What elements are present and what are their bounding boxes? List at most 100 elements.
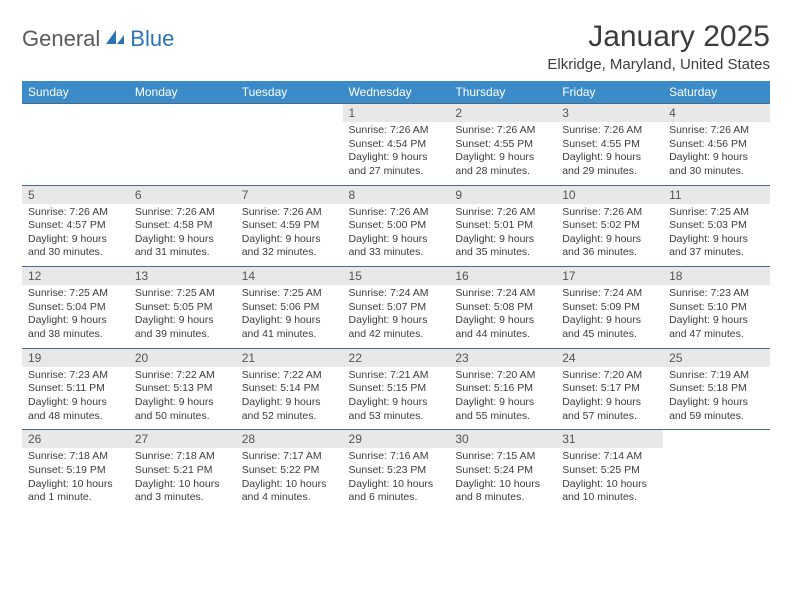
- day-number: 29: [343, 430, 450, 448]
- sunset-line: Sunset: 4:54 PM: [349, 138, 427, 150]
- day-number: 13: [129, 267, 236, 285]
- daylight-line: Daylight: 9 hours and 44 minutes.: [455, 314, 534, 340]
- calendar-day-cell: 31Sunrise: 7:14 AMSunset: 5:25 PMDayligh…: [556, 430, 663, 511]
- day-details: Sunrise: 7:26 AMSunset: 5:02 PMDaylight:…: [556, 204, 663, 267]
- day-number: 27: [129, 430, 236, 448]
- daylight-line: Daylight: 9 hours and 36 minutes.: [562, 233, 641, 259]
- day-number: 25: [663, 349, 770, 367]
- day-details: Sunrise: 7:15 AM Sunset: 5:24 PM Daylight:…: [449, 448, 556, 511]
- calendar-day-cell: 29Sunrise: 7:16 AMSunset: 5:23 PMDayligh…: [343, 430, 450, 511]
- daylight-line: Daylight: 9 hours and 55 minutes.: [455, 396, 534, 422]
- calendar-day-cell: 24Sunrise: 7:20 AMSunset: 5:17 PMDayligh…: [556, 348, 663, 430]
- day-number: 18: [663, 267, 770, 285]
- sunset-line: Sunset: 5:01 PM: [455, 219, 533, 231]
- daylight-line: Daylight: 9 hours and 37 minutes.: [669, 233, 748, 259]
- daylight-line: Daylight: 9 hours and 39 minutes.: [135, 314, 214, 340]
- day-number: 5: [22, 186, 129, 204]
- calendar-day-cell: 18Sunrise: 7:23 AMSunset: 5:10 PMDayligh…: [663, 267, 770, 349]
- sunrise-line: Sunrise: 7:26 AM: [455, 124, 535, 136]
- sunset-line: Sunset: 5:23 PM: [349, 464, 427, 476]
- calendar-day-cell: ..: [129, 104, 236, 186]
- calendar-page: General Blue January 2025 Elkridge, Mary…: [0, 0, 792, 521]
- sunset-line: Sunset: 5:05 PM: [135, 301, 213, 313]
- daylight-line: Daylight: 9 hours and 41 minutes.: [242, 314, 321, 340]
- day-details: Sunrise: 7:24 AMSunset: 5:07 PMDaylight:…: [343, 285, 450, 348]
- day-details: Sunrise: 7:26 AMSunset: 4:57 PMDaylight:…: [22, 204, 129, 267]
- day-number: 2: [449, 104, 556, 122]
- sunrise-line: Sunrise: 7:26 AM: [28, 206, 108, 218]
- sunrise-line: Sunrise: 7:20 AM: [455, 369, 535, 381]
- sunrise-line: Sunrise: 7:17 AM: [242, 450, 322, 462]
- day-details: Sunrise: 7:25 AMSunset: 5:04 PMDaylight:…: [22, 285, 129, 348]
- day-details: Sunrise: 7:21 AMSunset: 5:15 PMDaylight:…: [343, 367, 450, 430]
- calendar-day-cell: 17Sunrise: 7:24 AMSunset: 5:09 PMDayligh…: [556, 267, 663, 349]
- daylight-line: Daylight: 9 hours and 29 minutes.: [562, 151, 641, 177]
- daylight-line: Daylight: 10 hours and 8 minutes.: [455, 478, 540, 504]
- day-details: Sunrise: 7:22 AMSunset: 5:14 PMDaylight:…: [236, 367, 343, 430]
- calendar-day-cell: ..: [663, 430, 770, 511]
- calendar-day-cell: 5Sunrise: 7:26 AMSunset: 4:57 PMDaylight…: [22, 185, 129, 267]
- day-header: Friday: [556, 81, 663, 104]
- daylight-line: Daylight: 9 hours and 38 minutes.: [28, 314, 107, 340]
- daylight-line: Daylight: 9 hours and 53 minutes.: [349, 396, 428, 422]
- daylight-line: Daylight: 10 hours and 4 minutes.: [242, 478, 327, 504]
- sunset-line: Sunset: 5:17 PM: [562, 382, 640, 394]
- calendar-day-cell: 19Sunrise: 7:23 AMSunset: 5:11 PMDayligh…: [22, 348, 129, 430]
- calendar-day-cell: 11Sunrise: 7:25 AMSunset: 5:03 PMDayligh…: [663, 185, 770, 267]
- calendar-day-cell: ..: [22, 104, 129, 186]
- sunset-line: Sunset: 5:24 PM: [455, 464, 533, 476]
- calendar-day-cell: 28Sunrise: 7:17 AMSunset: 5:22 PMDayligh…: [236, 430, 343, 511]
- sunrise-line: Sunrise: 7:26 AM: [349, 206, 429, 218]
- sunset-line: Sunset: 5:18 PM: [669, 382, 747, 394]
- daylight-line: Daylight: 9 hours and 52 minutes.: [242, 396, 321, 422]
- day-details: Sunrise: 7:16 AMSunset: 5:23 PMDaylight:…: [343, 448, 450, 511]
- day-details: Sunrise: 7:26 AM Sunset: 4:55 PMDaylight:…: [556, 122, 663, 185]
- sunset-line: Sunset: 5:08 PM: [455, 301, 533, 313]
- day-number: 1: [343, 104, 450, 122]
- daylight-line: Daylight: 10 hours and 10 minutes.: [562, 478, 647, 504]
- daylight-line: Daylight: 9 hours and 30 minutes.: [28, 233, 107, 259]
- sunrise-line: Sunrise: 7:26 AM: [562, 124, 642, 136]
- page-header: General Blue January 2025 Elkridge, Mary…: [22, 20, 770, 73]
- day-details: Sunrise: 7:26 AMSunset: 4:54 PMDaylight:…: [343, 122, 450, 185]
- day-details: Sunrise: 7:17 AMSunset: 5:22 PMDaylight:…: [236, 448, 343, 511]
- sunrise-line: Sunrise: 7:24 AM: [455, 287, 535, 299]
- day-number: 17: [556, 267, 663, 285]
- daylight-line: Daylight: 9 hours and 50 minutes.: [135, 396, 214, 422]
- day-number: 22: [343, 349, 450, 367]
- sunset-line: Sunset: 5:25 PM: [562, 464, 640, 476]
- calendar-table: SundayMondayTuesdayWednesdayThursdayFrid…: [22, 81, 770, 511]
- calendar-week-row: ......1Sunrise: 7:26 AMSunset: 4:54 PMDa…: [22, 104, 770, 186]
- daylight-line: Daylight: 9 hours and 48 minutes.: [28, 396, 107, 422]
- calendar-day-cell: 4Sunrise: 7:26 AMSunset: 4:56 PMDaylight…: [663, 104, 770, 186]
- sunset-line: Sunset: 5:11 PM: [28, 382, 105, 394]
- day-header: Tuesday: [236, 81, 343, 104]
- sunrise-line: Sunrise: 7:25 AM: [28, 287, 108, 299]
- sunset-line: Sunset: 4:59 PM: [242, 219, 320, 231]
- day-number: 12: [22, 267, 129, 285]
- daylight-line: Daylight: 9 hours and 47 minutes.: [669, 314, 748, 340]
- sunrise-line: Sunrise: 7:20 AM: [562, 369, 642, 381]
- daylight-line: Daylight: 9 hours and 30 minutes.: [669, 151, 748, 177]
- calendar-day-cell: 26Sunrise: 7:18 AMSunset: 5:19 PMDayligh…: [22, 430, 129, 511]
- day-details: Sunrise: 7:19 AMSunset: 5:18 PMDaylight:…: [663, 367, 770, 430]
- sunrise-line: Sunrise: 7:22 AM: [242, 369, 322, 381]
- sunrise-line: Sunrise: 7:23 AM: [28, 369, 108, 381]
- sunset-line: Sunset: 5:19 PM: [28, 464, 106, 476]
- sunrise-line: Sunrise: 7:22 AM: [135, 369, 215, 381]
- sunrise-line: Sunrise: 7:15 AM: [455, 450, 535, 462]
- day-number: 15: [343, 267, 450, 285]
- day-number: 21: [236, 349, 343, 367]
- day-details: Sunrise: 7:14 AMSunset: 5:25 PMDaylight:…: [556, 448, 663, 511]
- day-number: 10: [556, 186, 663, 204]
- calendar-day-cell: 14Sunrise: 7:25 AMSunset: 5:06 PMDayligh…: [236, 267, 343, 349]
- day-details: Sunrise: 7:18 AMSunset: 5:21 PMDaylight:…: [129, 448, 236, 511]
- sunset-line: Sunset: 5:02 PM: [562, 219, 640, 231]
- day-number: 30: [449, 430, 556, 448]
- calendar-day-cell: 20Sunrise: 7:22 AMSunset: 5:13 PMDayligh…: [129, 348, 236, 430]
- day-number: 8: [343, 186, 450, 204]
- day-number: 3: [556, 104, 663, 122]
- sunset-line: Sunset: 4:55 PM: [562, 138, 640, 150]
- day-details: Sunrise: 7:24 AMSunset: 5:09 PMDaylight:…: [556, 285, 663, 348]
- daylight-line: Daylight: 9 hours and 27 minutes.: [349, 151, 428, 177]
